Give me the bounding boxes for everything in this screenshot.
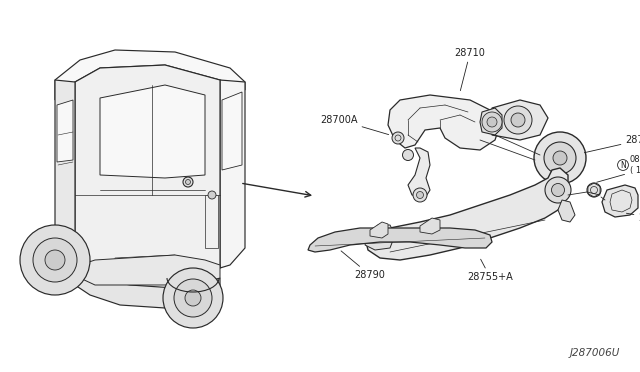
Circle shape <box>587 183 601 197</box>
Circle shape <box>183 177 193 187</box>
Circle shape <box>417 192 424 199</box>
Circle shape <box>403 150 413 160</box>
Circle shape <box>504 106 532 134</box>
Polygon shape <box>388 95 500 150</box>
Text: 28716: 28716 <box>584 135 640 153</box>
Polygon shape <box>370 222 388 238</box>
Polygon shape <box>57 100 73 162</box>
Text: J287006U: J287006U <box>570 348 620 358</box>
Polygon shape <box>308 228 492 252</box>
Polygon shape <box>55 80 75 250</box>
Polygon shape <box>205 195 218 248</box>
Polygon shape <box>602 185 638 217</box>
Circle shape <box>20 225 90 295</box>
Polygon shape <box>55 50 245 100</box>
Text: 28710: 28710 <box>454 48 485 91</box>
Circle shape <box>174 279 212 317</box>
Circle shape <box>208 191 216 199</box>
Polygon shape <box>558 200 575 222</box>
Polygon shape <box>420 218 440 234</box>
Polygon shape <box>75 65 220 282</box>
Polygon shape <box>408 148 430 198</box>
Text: 28755+A: 28755+A <box>467 259 513 282</box>
Circle shape <box>185 290 201 306</box>
Text: 28790: 28790 <box>341 251 385 280</box>
Circle shape <box>511 113 525 127</box>
Circle shape <box>545 177 571 203</box>
Polygon shape <box>100 85 205 178</box>
Circle shape <box>482 112 502 132</box>
Circle shape <box>186 180 191 185</box>
Circle shape <box>553 151 567 165</box>
Circle shape <box>45 250 65 270</box>
Polygon shape <box>80 255 220 285</box>
Polygon shape <box>480 108 502 135</box>
Text: 08918-10610
( 1 ): 08918-10610 ( 1 ) <box>596 155 640 182</box>
Circle shape <box>413 188 427 202</box>
Polygon shape <box>115 255 175 272</box>
Circle shape <box>33 238 77 282</box>
Circle shape <box>487 117 497 127</box>
Text: 28782: 28782 <box>627 213 640 223</box>
Polygon shape <box>365 168 568 260</box>
Polygon shape <box>492 100 548 140</box>
Circle shape <box>163 268 223 328</box>
Circle shape <box>552 183 564 196</box>
Circle shape <box>544 142 576 174</box>
Polygon shape <box>365 225 395 250</box>
Circle shape <box>534 132 586 184</box>
Polygon shape <box>75 265 220 308</box>
Polygon shape <box>222 92 242 170</box>
Polygon shape <box>220 80 245 268</box>
Text: N: N <box>620 160 626 170</box>
Circle shape <box>392 132 404 144</box>
Text: 28700A: 28700A <box>321 115 388 135</box>
